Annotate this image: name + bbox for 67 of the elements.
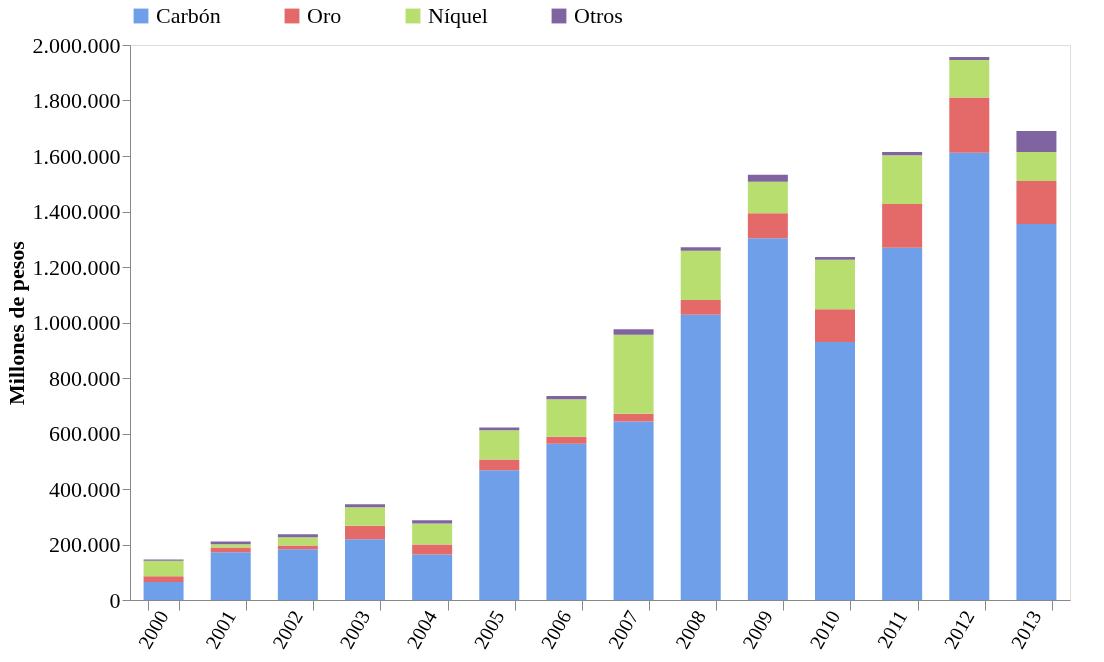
bar [277,537,318,546]
bar [412,520,453,524]
bar [479,430,520,460]
bar [949,97,990,153]
bar [747,181,788,214]
bar [143,581,184,600]
bar [546,399,587,437]
bar [277,549,318,600]
bar [1016,131,1057,153]
bar [345,504,385,508]
bar [613,334,654,414]
bar [747,238,788,600]
bar [680,247,721,251]
y-tick-label: 200.000 [49,532,121,557]
bar [210,552,251,600]
bar [815,309,855,342]
y-tick-label: 1.400.000 [32,199,121,224]
bar [546,443,587,600]
bar [680,250,721,301]
legend-label: Oro [307,3,342,28]
bar [412,554,453,600]
bar [882,204,923,248]
y-tick-label: 1.800.000 [32,88,121,113]
y-tick-label: 1.200.000 [32,254,121,280]
bar [143,560,184,577]
bar [1016,180,1057,224]
y-tick-label: 600.000 [49,421,121,446]
bar [613,413,654,422]
bar [613,421,654,600]
bar [680,314,721,600]
y-tick-label: 0 [109,587,121,613]
bar [949,56,990,60]
bar [345,539,385,600]
bar [613,329,654,335]
bar [479,459,520,471]
bar [949,152,990,600]
bar [412,544,453,555]
y-axis-title: Millones de pesos [3,240,29,405]
bar [345,507,385,526]
bar [479,427,520,431]
bar [747,174,788,182]
bar [882,155,923,205]
legend-label: Carbón [156,3,221,28]
bar [345,525,385,540]
bar [479,470,520,600]
bar [815,257,855,260]
bar [1016,223,1057,600]
y-tick-label: 400.000 [49,476,121,502]
legend-label: Otros [574,3,623,28]
y-tick-label: 800.000 [49,365,121,391]
bar [143,576,184,582]
bar [882,152,923,156]
y-tick-label: 1.600.000 [32,143,121,169]
bar [882,247,923,600]
bar [747,213,788,239]
bar [412,523,453,545]
bar [1016,152,1057,181]
bar [277,534,318,538]
bar [815,341,855,600]
y-tick-label: 2.000.000 [32,32,121,58]
bar [680,300,721,315]
bar [546,436,587,444]
bar [815,259,855,310]
bar [949,59,990,98]
legend-label: Níquel [428,3,488,28]
y-tick-label: 1.000.000 [32,310,121,335]
bar [546,396,587,400]
